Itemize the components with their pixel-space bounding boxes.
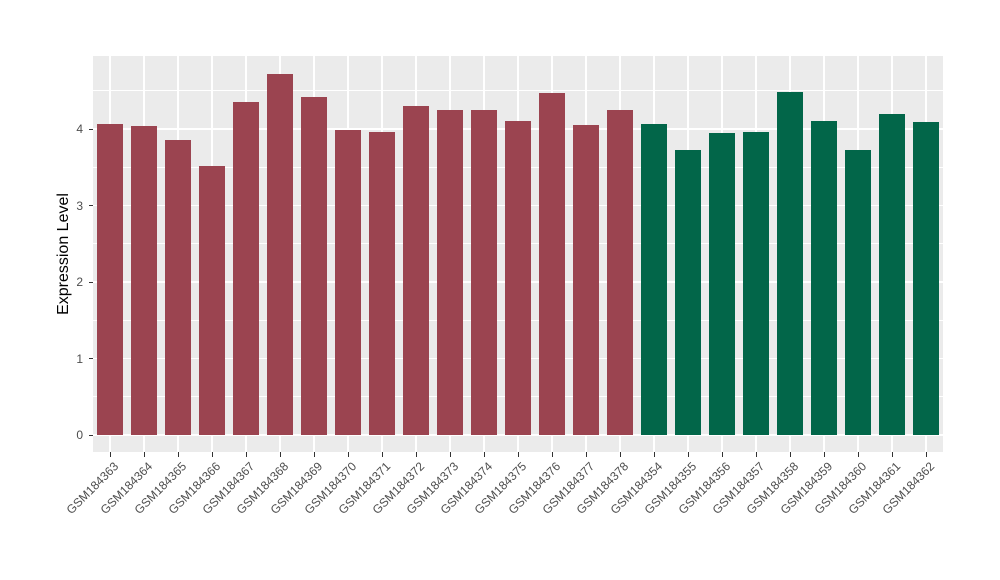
bar-GSM184369: [301, 96, 327, 435]
x-tick-mark: [585, 452, 587, 457]
y-tick-label: 0: [76, 428, 83, 442]
bar-GSM184374: [471, 109, 497, 435]
bar-GSM184362: [913, 122, 939, 435]
bar-GSM184357: [743, 132, 769, 435]
x-tick-mark: [789, 452, 791, 457]
bar-GSM184363: [97, 123, 123, 435]
x-tick-mark: [483, 452, 485, 457]
bar-GSM184358: [777, 91, 803, 435]
bar-GSM184364: [131, 125, 157, 435]
x-tick-mark: [721, 452, 723, 457]
x-tick-mark: [755, 452, 757, 457]
y-tick-mark: [88, 205, 93, 206]
x-tick-mark: [449, 452, 451, 457]
y-tick-label: 4: [76, 122, 83, 136]
bar-GSM184372: [403, 106, 429, 435]
y-tick-mark: [88, 358, 93, 359]
x-tick-mark: [177, 452, 179, 457]
y-tick-mark: [88, 434, 93, 436]
bar-GSM184355: [675, 149, 701, 435]
bar-GSM184360: [845, 149, 871, 435]
y-tick-label: 2: [76, 275, 83, 289]
x-tick-mark: [415, 452, 417, 457]
bar-GSM184365: [165, 140, 191, 435]
bar-GSM184371: [369, 132, 395, 435]
x-tick-mark: [891, 452, 893, 457]
bar-GSM184375: [505, 120, 531, 435]
bar-GSM184356: [709, 132, 735, 435]
x-tick-mark: [619, 452, 621, 457]
bar-GSM184366: [199, 165, 225, 435]
bar-GSM184376: [539, 93, 565, 435]
x-tick-mark: [551, 452, 553, 457]
x-tick-mark: [109, 452, 111, 457]
x-tick-mark: [823, 452, 825, 457]
x-tick-mark: [857, 452, 859, 457]
bar-GSM184368: [267, 73, 293, 435]
x-tick-mark: [313, 452, 315, 457]
x-tick-mark: [211, 452, 213, 457]
x-tick-mark: [653, 452, 655, 457]
y-tick-mark: [88, 281, 93, 283]
y-tick-mark: [88, 128, 93, 130]
x-tick-mark: [925, 452, 927, 457]
bar-GSM184354: [641, 123, 667, 435]
x-tick-mark: [143, 452, 145, 457]
y-tick-label: 1: [76, 351, 83, 366]
x-tick-mark: [279, 452, 281, 457]
x-tick-mark: [517, 452, 519, 457]
plot-panel: [93, 56, 943, 452]
bar-GSM184361: [879, 114, 905, 435]
x-tick-mark: [245, 452, 247, 457]
bar-GSM184377: [573, 125, 599, 435]
bar-GSM184359: [811, 120, 837, 435]
x-tick-mark: [687, 452, 689, 457]
bar-GSM184378: [607, 109, 633, 435]
y-tick-label: 3: [76, 198, 83, 213]
bar-GSM184367: [233, 102, 259, 435]
bar-GSM184373: [437, 109, 463, 435]
bar-GSM184370: [335, 129, 361, 435]
x-tick-mark: [381, 452, 383, 457]
x-tick-mark: [347, 452, 349, 457]
